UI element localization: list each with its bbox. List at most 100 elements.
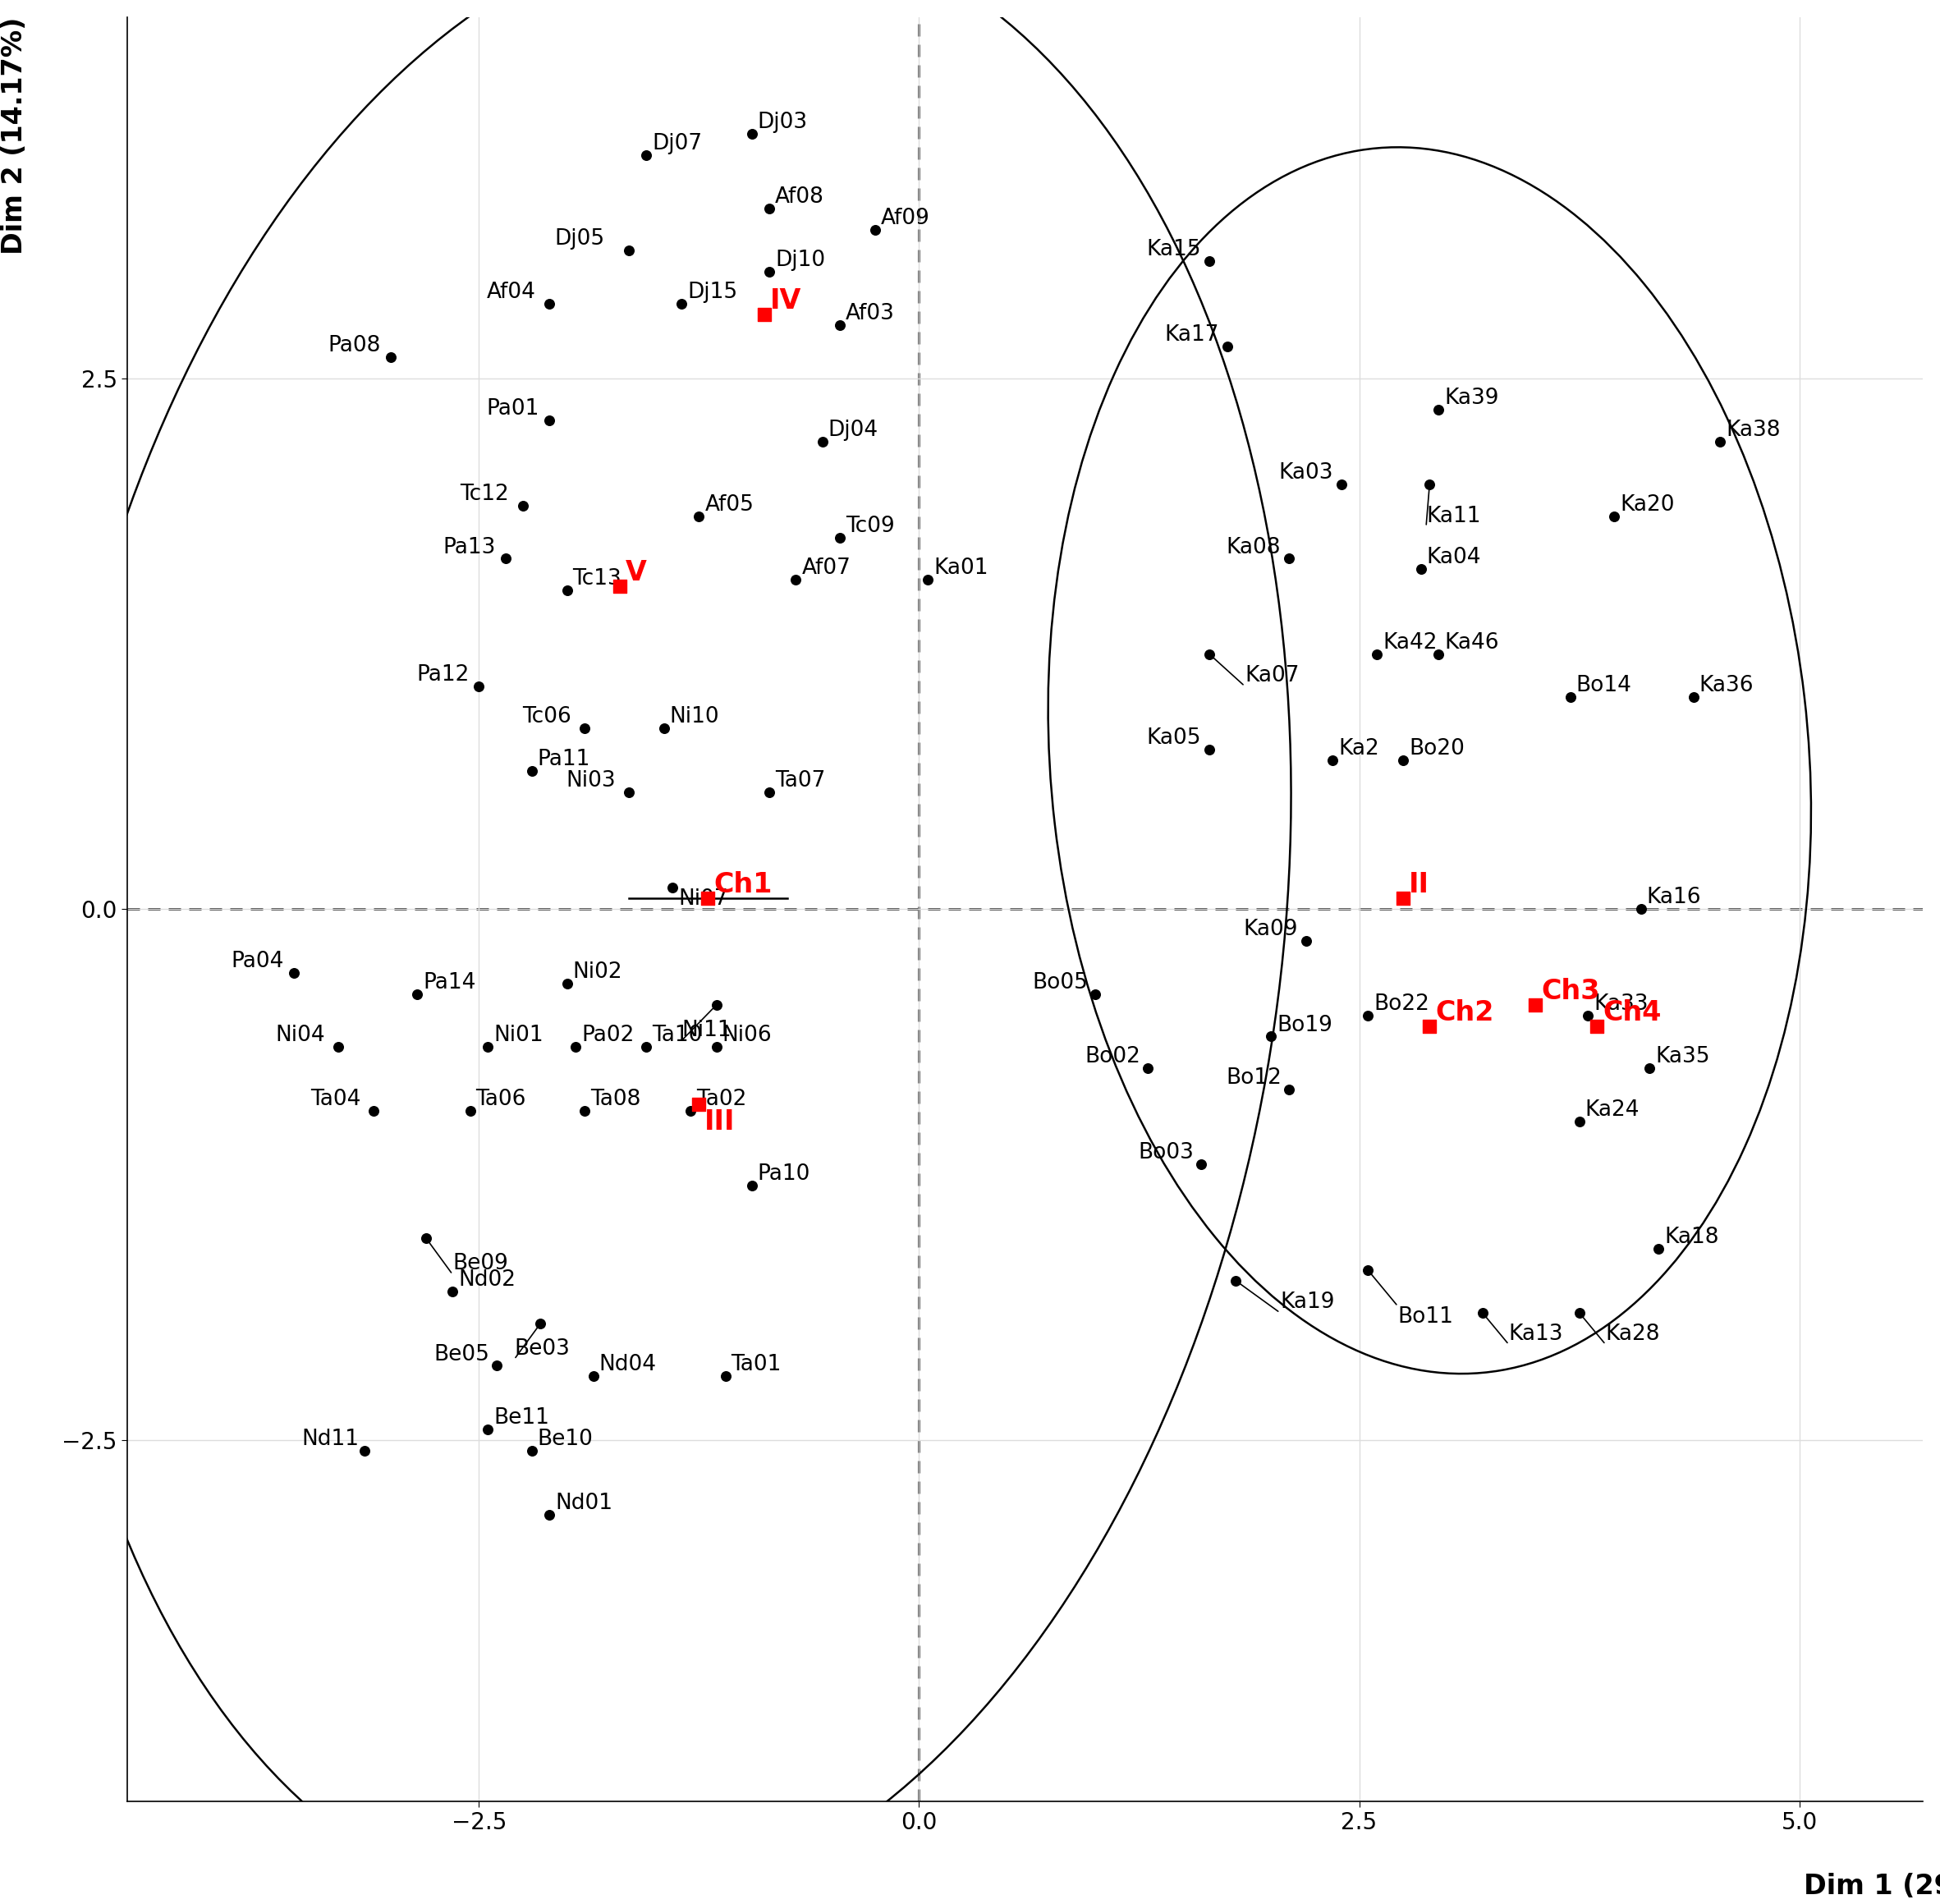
Text: Bo20: Bo20 xyxy=(1408,739,1465,760)
Text: Dj04: Dj04 xyxy=(828,419,879,442)
Point xyxy=(1678,682,1709,712)
Point xyxy=(568,1095,599,1125)
Point xyxy=(648,714,679,744)
Text: Dj10: Dj10 xyxy=(776,249,824,270)
Point xyxy=(1193,640,1224,670)
Text: Af09: Af09 xyxy=(881,208,929,228)
Text: Ta07: Ta07 xyxy=(776,771,826,792)
Point xyxy=(1705,426,1736,457)
Text: Be09: Be09 xyxy=(452,1253,508,1274)
Text: Bo11: Bo11 xyxy=(1399,1306,1453,1327)
Text: Be03: Be03 xyxy=(514,1339,570,1359)
Text: Pa10: Pa10 xyxy=(757,1163,811,1184)
Text: Ka17: Ka17 xyxy=(1164,324,1218,345)
Point xyxy=(1290,925,1321,956)
Text: Ch1: Ch1 xyxy=(714,872,772,899)
Text: Ni10: Ni10 xyxy=(669,706,720,727)
Text: Ka38: Ka38 xyxy=(1727,419,1781,442)
Point xyxy=(534,289,565,320)
Point xyxy=(1573,1000,1604,1030)
Text: Af04: Af04 xyxy=(487,282,535,303)
Point xyxy=(1327,468,1358,499)
Text: Ka24: Ka24 xyxy=(1585,1099,1639,1121)
Text: IV: IV xyxy=(770,288,801,314)
Point xyxy=(454,1095,485,1125)
Text: Ni02: Ni02 xyxy=(572,962,623,982)
Point xyxy=(376,341,407,371)
Point xyxy=(665,289,696,320)
Point xyxy=(658,872,689,902)
Text: Ta02: Ta02 xyxy=(696,1089,747,1110)
Point xyxy=(755,192,786,223)
Point xyxy=(1273,1074,1304,1104)
Point xyxy=(1564,1297,1595,1327)
Point xyxy=(491,543,522,573)
Point xyxy=(437,1276,468,1306)
Point xyxy=(534,406,565,436)
Text: Pa12: Pa12 xyxy=(417,664,469,685)
Text: Nd02: Nd02 xyxy=(458,1270,516,1291)
Point xyxy=(1387,883,1418,914)
Text: Ni11: Ni11 xyxy=(681,1019,731,1041)
Point xyxy=(508,491,539,522)
Point xyxy=(1352,1255,1383,1285)
Text: Ka11: Ka11 xyxy=(1426,505,1480,527)
Text: Af05: Af05 xyxy=(704,495,755,516)
Point xyxy=(755,777,786,807)
Point xyxy=(1317,744,1348,775)
Point xyxy=(807,426,838,457)
Point xyxy=(516,1436,547,1466)
Point xyxy=(710,1361,741,1392)
Point xyxy=(613,777,644,807)
Point xyxy=(683,501,714,531)
Text: Ta06: Ta06 xyxy=(475,1089,526,1110)
Text: Af08: Af08 xyxy=(776,187,824,208)
Point xyxy=(551,575,582,605)
Text: Ka46: Ka46 xyxy=(1443,632,1500,653)
Point xyxy=(1405,554,1436,585)
Text: Bo19: Bo19 xyxy=(1277,1015,1333,1036)
Point xyxy=(859,215,890,246)
Point xyxy=(700,990,731,1021)
Point xyxy=(1626,893,1657,923)
Text: Ch3: Ch3 xyxy=(1540,977,1600,1005)
Text: Pa14: Pa14 xyxy=(423,971,475,994)
Point xyxy=(1643,1234,1674,1264)
Point xyxy=(749,299,780,329)
Point xyxy=(1193,735,1224,765)
Text: Nd01: Nd01 xyxy=(555,1493,613,1514)
Point xyxy=(402,979,433,1009)
Text: Dj03: Dj03 xyxy=(757,112,807,133)
Point xyxy=(1362,640,1393,670)
Point xyxy=(824,310,856,341)
Point xyxy=(1387,744,1418,775)
Point xyxy=(1467,1297,1498,1327)
Text: Ka19: Ka19 xyxy=(1280,1291,1335,1312)
Text: Ka13: Ka13 xyxy=(1509,1323,1564,1344)
Text: Bo05: Bo05 xyxy=(1032,971,1088,994)
Point xyxy=(534,1498,565,1529)
Point xyxy=(675,1095,706,1125)
Point xyxy=(322,1032,353,1062)
Text: Bo12: Bo12 xyxy=(1226,1068,1282,1089)
Point xyxy=(1133,1053,1164,1083)
Point xyxy=(1414,1011,1445,1041)
Text: Bo03: Bo03 xyxy=(1139,1142,1193,1163)
Point xyxy=(1564,1106,1595,1137)
Point xyxy=(471,1032,502,1062)
Point xyxy=(693,883,724,914)
Text: II: II xyxy=(1408,872,1430,899)
Text: Ka07: Ka07 xyxy=(1245,664,1300,685)
Text: Tc13: Tc13 xyxy=(572,569,621,590)
Point xyxy=(516,756,547,786)
Text: Bo02: Bo02 xyxy=(1084,1047,1141,1068)
Text: Ka04: Ka04 xyxy=(1426,546,1480,569)
Point xyxy=(755,257,786,288)
Text: Bo22: Bo22 xyxy=(1374,994,1430,1015)
Text: Ka15: Ka15 xyxy=(1147,240,1201,261)
Text: Ta04: Ta04 xyxy=(310,1089,361,1110)
Text: Ka2: Ka2 xyxy=(1339,739,1379,760)
Point xyxy=(279,958,310,988)
Point xyxy=(630,139,662,169)
Text: Ka08: Ka08 xyxy=(1226,537,1280,558)
